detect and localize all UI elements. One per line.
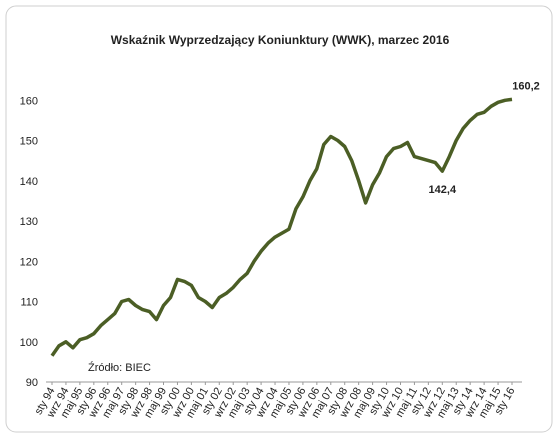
y-tick-label: 140 — [20, 176, 38, 188]
chart-title: Wskaźnik Wyprzedzający Koniunktury (WWK)… — [111, 33, 450, 47]
y-tick-label: 110 — [20, 297, 38, 309]
y-tick-label: 130 — [20, 216, 38, 228]
y-tick-label: 100 — [20, 337, 38, 349]
value-label: 160,2 — [512, 80, 540, 92]
y-tick-label: 90 — [26, 377, 38, 389]
source-note: Źródło: BIEC — [88, 361, 151, 374]
value-label: 142,4 — [429, 184, 457, 196]
data-line — [50, 97, 513, 357]
y-tick-label: 160 — [20, 95, 38, 107]
y-tick-label: 120 — [20, 256, 38, 268]
y-tick-label: 150 — [20, 136, 38, 148]
chart-frame — [5, 5, 553, 433]
